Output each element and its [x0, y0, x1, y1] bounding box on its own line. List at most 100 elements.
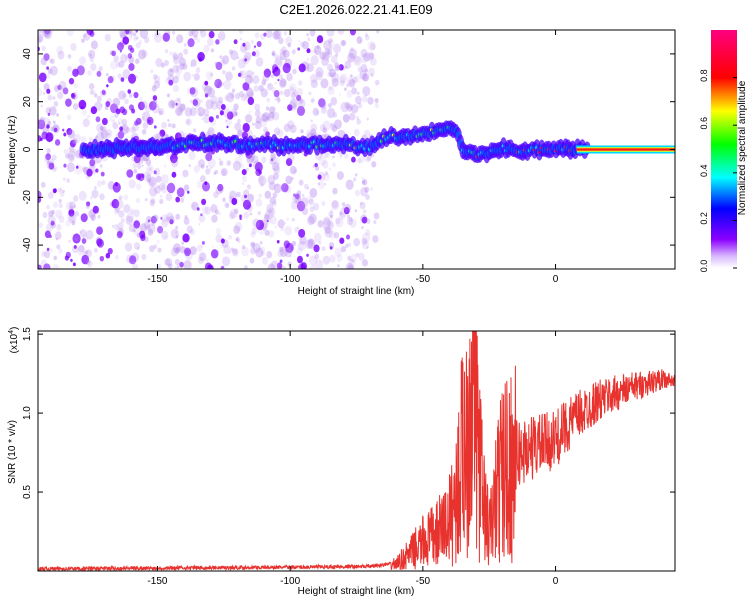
y-tick-label: -20 — [22, 190, 33, 205]
noise-blob — [166, 182, 176, 194]
noise-blob — [130, 34, 134, 38]
noise-blob — [366, 156, 371, 161]
noise-blob — [306, 129, 314, 138]
noise-blob — [284, 221, 287, 225]
noise-blob — [231, 197, 238, 206]
noise-blob — [151, 220, 156, 226]
noise-blob — [42, 117, 51, 128]
noise-blob — [101, 180, 106, 186]
noise-blob — [199, 252, 207, 262]
noise-blob — [44, 30, 51, 36]
noise-blob — [136, 232, 141, 238]
noise-blob — [263, 68, 271, 78]
noise-blob — [133, 91, 139, 99]
noise-blob — [343, 206, 350, 215]
noise-blob — [362, 86, 371, 97]
noise-blob — [128, 224, 136, 233]
noise-blob — [161, 214, 168, 223]
noise-blob — [133, 209, 140, 218]
noise-blob — [210, 100, 219, 110]
noise-blob — [260, 250, 265, 256]
noise-blob — [208, 116, 214, 123]
noise-blob — [197, 159, 205, 168]
noise-blob — [155, 58, 163, 68]
noise-blob — [314, 163, 318, 168]
noise-blob — [200, 99, 203, 103]
noise-blob — [361, 237, 368, 245]
noise-blob — [182, 63, 188, 70]
noise-blob — [367, 40, 376, 51]
noise-blob — [118, 210, 125, 218]
noise-blob — [124, 98, 129, 105]
noise-blob — [58, 248, 63, 254]
noise-blob — [344, 153, 349, 159]
noise-blob — [63, 132, 67, 137]
noise-blob — [302, 261, 308, 267]
noise-blob — [38, 88, 43, 97]
noise-blob — [373, 220, 377, 225]
noise-blob — [158, 107, 165, 116]
noise-blob — [245, 74, 253, 85]
noise-blob — [70, 42, 77, 51]
colorbar-label: Normalized spectral amplitude — [737, 80, 748, 215]
noise-blob — [120, 124, 129, 135]
noise-blob — [49, 106, 57, 116]
chart-title: C2E1.2026.022.21.41.E09 — [279, 2, 432, 17]
noise-blob — [296, 200, 306, 212]
noise-blob — [69, 201, 76, 210]
noise-blob — [255, 57, 264, 67]
noise-blob — [99, 126, 104, 131]
noise-blob — [246, 69, 253, 79]
noise-blob — [361, 95, 368, 103]
noise-blob — [114, 255, 119, 260]
noise-blob — [233, 248, 238, 255]
noise-blob — [356, 36, 363, 44]
noise-blob — [223, 108, 231, 119]
noise-blob — [88, 83, 95, 90]
noise-blob — [254, 120, 262, 130]
noise-blob — [205, 258, 209, 263]
noise-blob — [313, 45, 322, 56]
noise-blob — [140, 234, 146, 242]
noise-blob — [350, 253, 358, 263]
noise-blob — [329, 246, 333, 250]
noise-blob — [353, 237, 361, 247]
noise-blob — [141, 49, 148, 58]
noise-blob — [310, 79, 318, 89]
noise-blob — [70, 258, 73, 262]
noise-blob — [125, 215, 134, 226]
noise-blob — [66, 147, 76, 158]
noise-blob — [170, 228, 179, 239]
noise-blob — [251, 51, 256, 57]
noise-blob — [358, 156, 365, 164]
noise-blob — [153, 32, 163, 43]
noise-blob — [321, 201, 326, 206]
noise-blob — [137, 164, 142, 170]
noise-blob — [360, 48, 368, 58]
noise-blob — [138, 40, 143, 45]
noise-blob — [258, 170, 262, 175]
noise-blob — [238, 72, 242, 77]
noise-blob — [264, 229, 270, 236]
noise-blob — [145, 215, 152, 224]
noise-blob — [76, 165, 79, 169]
noise-blob — [226, 111, 234, 120]
noise-blob — [354, 209, 358, 213]
noise-blob — [291, 176, 294, 181]
noise-blob — [281, 266, 287, 269]
noise-blob — [221, 55, 230, 65]
noise-blob — [339, 76, 346, 84]
noise-blob — [359, 201, 366, 210]
noise-blob — [332, 162, 336, 168]
y-tick-label: 0 — [22, 146, 33, 152]
noise-blob — [215, 39, 220, 45]
noise-blob — [306, 48, 311, 54]
noise-blob — [208, 30, 215, 39]
noise-blob — [44, 250, 51, 259]
noise-blob — [133, 229, 136, 233]
noise-blob — [354, 189, 361, 197]
noise-blob — [224, 95, 230, 102]
noise-blob — [65, 98, 72, 107]
noise-blob — [172, 64, 180, 74]
noise-blob — [198, 222, 201, 226]
